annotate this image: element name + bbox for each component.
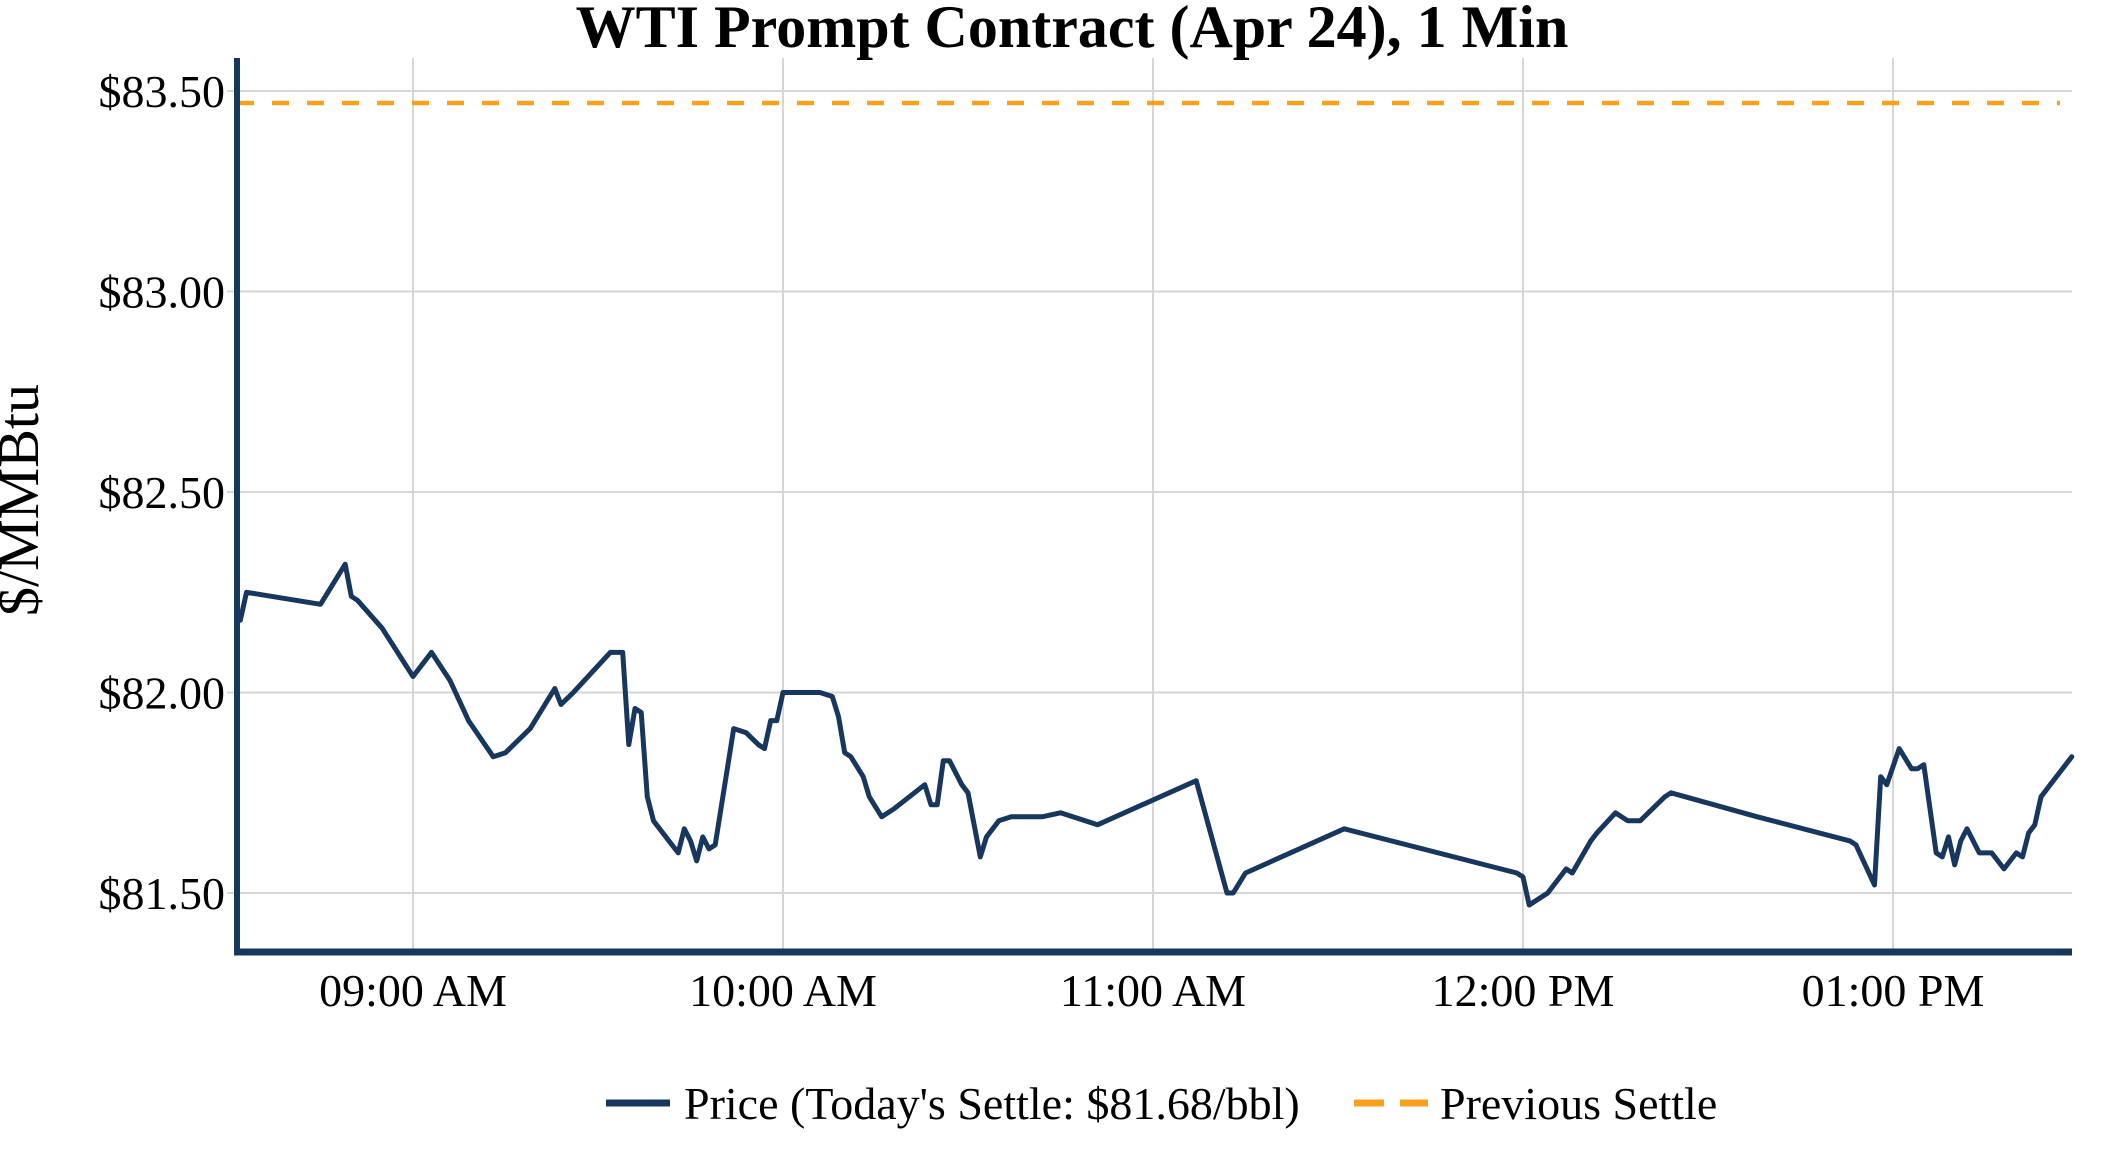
y-axis-label: $/MMBtu: [0, 384, 51, 616]
chart-title: WTI Prompt Contract (Apr 24), 1 Min: [576, 0, 1569, 60]
x-tick-label: 10:00 AM: [689, 965, 877, 1016]
y-tick-label: $82.50: [99, 467, 226, 518]
legend-price-label: Price (Today's Settle: $81.68/bbl): [684, 1078, 1300, 1129]
y-tick-label: $82.00: [99, 668, 226, 719]
price-line: [237, 561, 2075, 908]
x-tick-label: 01:00 PM: [1802, 965, 1985, 1016]
axes-layer: [234, 58, 2072, 956]
tick-labels-layer: $83.50 $83.00 $82.50 $82.00 $81.50 09:00 AM 10…: [99, 66, 1985, 1016]
series-layer: [237, 100, 2075, 908]
x-tick-label: 09:00 AM: [319, 965, 507, 1016]
y-tick-label: $83.00: [99, 267, 226, 318]
x-tick-label: 11:00 AM: [1060, 965, 1246, 1016]
y-tick-label: $81.50: [99, 868, 226, 919]
legend: Price (Today's Settle: $81.68/bbl) Previ…: [606, 1078, 1717, 1129]
gridlines-layer: [227, 58, 2072, 952]
y-tick-label: $83.50: [99, 66, 226, 117]
x-tick-label: 12:00 PM: [1432, 965, 1615, 1016]
legend-previous-settle-label: Previous Settle: [1440, 1078, 1717, 1129]
